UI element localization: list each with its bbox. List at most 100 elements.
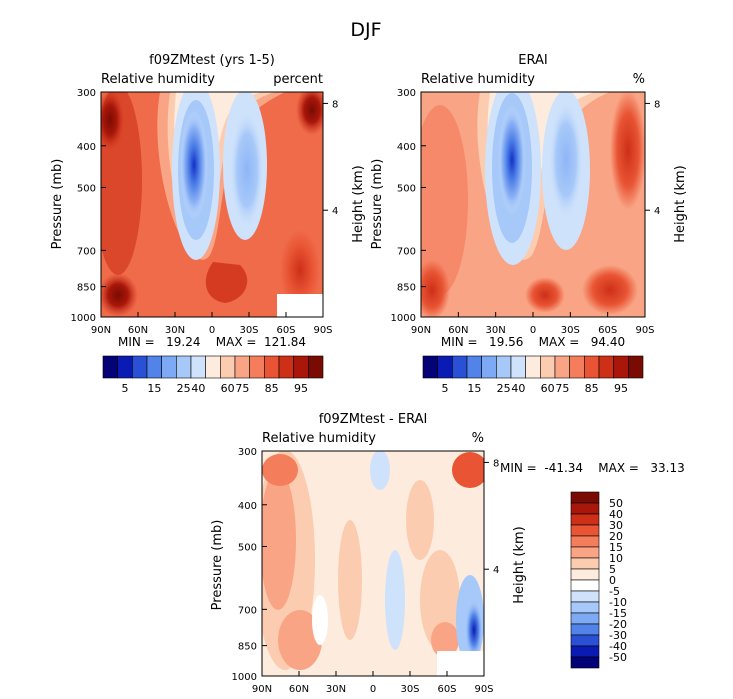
panel-diff-colorbar-swatch [570,546,600,559]
panel-erai-y-ticks: 300 400 500 700 850 1000 [391,88,426,324]
panel-erai-y2-ticks: 84 [645,99,660,217]
panel-model-y-tick-label: 400 [77,142,96,153]
panel-diff-colorbar-label: 40 [609,508,623,521]
panel-model-colorbar-label: 95 [294,382,308,395]
panel-diff-colorbar-label: -20 [609,618,627,631]
panel-erai-colorbar-swatch [510,355,526,379]
panel-diff-colorbar-label: -15 [609,607,627,620]
panel-erai-y2label: Height (km) [673,165,688,242]
panel-diff-x-tick-label: 30N [326,684,346,695]
panel-model-colorbar-label: 60 [221,382,235,395]
panel-erai-colorbar-swatch [628,355,644,379]
panel-model-y-tick-label: 850 [77,283,96,294]
panel-erai-colorbar-label: 85 [585,382,599,395]
panel-diff-y-tick-label: 300 [238,447,257,458]
panel-model-colorbar-swatch [117,355,133,379]
panel-model-colorbar-swatch [205,355,221,379]
panel-diff-colorbar-label: -40 [609,640,627,653]
panel-diff-colorbar-label: 10 [609,552,623,565]
panel-model: f09ZMtest (yrs 1-5) Relative humidity pe… [50,53,366,395]
panel-erai-colorbar-swatch [613,355,629,379]
panel-diff-colorbar-swatch [570,634,600,647]
panel-diff-colorbar-swatch [570,601,600,614]
panel-model-field [101,92,323,317]
panel-diff-colorbar-label: 20 [609,530,623,543]
panel-model-y-tick-label: 700 [77,246,96,257]
panel-erai-colorbar-swatch [496,355,512,379]
panel-model-colorbar-swatch [249,355,265,379]
panel-erai-colorbar-swatch [584,355,600,379]
panel-erai-y-tick-label: 400 [397,142,416,153]
panel-erai-colorbar-swatch [554,355,570,379]
panel-model-left-label: Relative humidity [101,72,215,87]
panel-model-y2-ticks: 84 [323,99,338,217]
panel-erai-x-tick-label: 0 [530,325,536,336]
panel-model-colorbar-swatch [293,355,309,379]
panel-erai-colorbar-swatch [466,355,482,379]
panel-erai-x-tick-label: 30S [561,325,580,336]
panel-diff-colorbar-swatch [570,656,600,669]
panel-diff-stats: MIN = -41.34 MAX = 33.13 [500,461,685,475]
panel-diff-y-tick-label: 500 [238,542,257,553]
panel-diff-colorbar-label: 15 [609,541,623,554]
panel-diff-colorbar-label: -10 [609,596,627,609]
panel-model-colorbar-label: 25 [177,382,191,395]
panel-diff-right-label: % [472,431,484,446]
panel-model-colorbar-swatch [161,355,177,379]
panel-erai-x-tick-label: 30N [486,325,506,336]
panel-erai-colorbar: 5 15 25 40 60 75 85 95 [422,355,644,395]
panel-diff-ylabel: Pressure (mb) [210,520,225,611]
panel-erai-stats: MIN = 19.56 MAX = 94.40 [441,335,625,349]
panel-model-colorbar: 5 15 25 40 60 75 85 95 [102,355,324,395]
panel-erai-colorbar-label: 25 [497,382,511,395]
panel-diff-colorbar-label: -50 [609,651,627,664]
panel-diff-colorbar-swatch [570,612,600,625]
panel-model-colorbar-label: 15 [147,382,161,395]
panel-model-x-ticks: 90N 60N 30N 0 30S 60S 90S [91,312,333,336]
panel-diff-colorbar-label: 50 [609,497,623,510]
panel-diff-colorbar-label: 0 [609,574,616,587]
panel-model-colorbar-swatch [264,355,280,379]
panel-diff-x-tick-label: 60S [437,684,456,695]
panel-diff-colorbar-swatch [570,590,600,603]
panel-diff-y-tick-label: 700 [238,605,257,616]
panel-diff-title: f09ZMtest - ERAI [319,412,428,427]
panel-model-colorbar-swatch [234,355,250,379]
panel-model-colorbar-swatch [190,355,206,379]
panel-diff-y-tick-label: 850 [238,642,257,653]
panel-erai-colorbar-swatch [569,355,585,379]
panel-diff-field [262,451,484,676]
panel-model-colorbar-swatch [220,355,236,379]
panel-model-colorbar-label: 75 [235,382,249,395]
panel-erai-x-tick-label: 60N [448,325,468,336]
panel-erai: ERAI Relative humidity % 300400500700850… [370,53,688,395]
panel-model-right-label: percent [273,72,323,87]
panel-erai-y-tick-label: 500 [397,183,416,194]
panel-diff-colorbar-label: 30 [609,519,623,532]
panel-erai-colorbar-swatch [437,355,453,379]
panel-erai-y2-tick-label: 4 [654,206,660,217]
panel-erai-colorbar-label: 5 [442,382,449,395]
panel-erai-title: ERAI [518,53,547,68]
panel-model-ylabel: Pressure (mb) [50,159,65,250]
panel-diff-colorbar-swatch [570,524,600,537]
panel-model-x-tick-label: 60N [128,325,148,336]
panel-diff-x-tick-label: 30S [400,684,419,695]
panel-diff-colorbar-swatch [570,568,600,581]
panel-model-y2-tick-label: 8 [332,99,338,110]
panel-erai-field [421,92,645,317]
panel-model-colorbar-label: 5 [122,382,129,395]
panel-diff-x-tick-label: 60N [289,684,309,695]
panel-model-x-tick-label: 30N [165,325,185,336]
panel-diff-colorbar-swatch [570,623,600,636]
panel-diff-colorbar-label: -5 [609,585,620,598]
panel-diff-y2-tick-label: 4 [493,565,499,576]
panel-model-x-tick-label: 0 [209,325,215,336]
panel-diff-x-tick-label: 90N [252,684,272,695]
panel-model-x-tick-label: 90S [313,325,332,336]
panel-model-x-tick-label: 30S [239,325,258,336]
page-title: DJF [350,19,381,41]
panel-erai-colorbar-label: 75 [555,382,569,395]
panel-erai-colorbar-swatch [422,355,438,379]
panel-erai-ylabel: Pressure (mb) [370,159,385,250]
